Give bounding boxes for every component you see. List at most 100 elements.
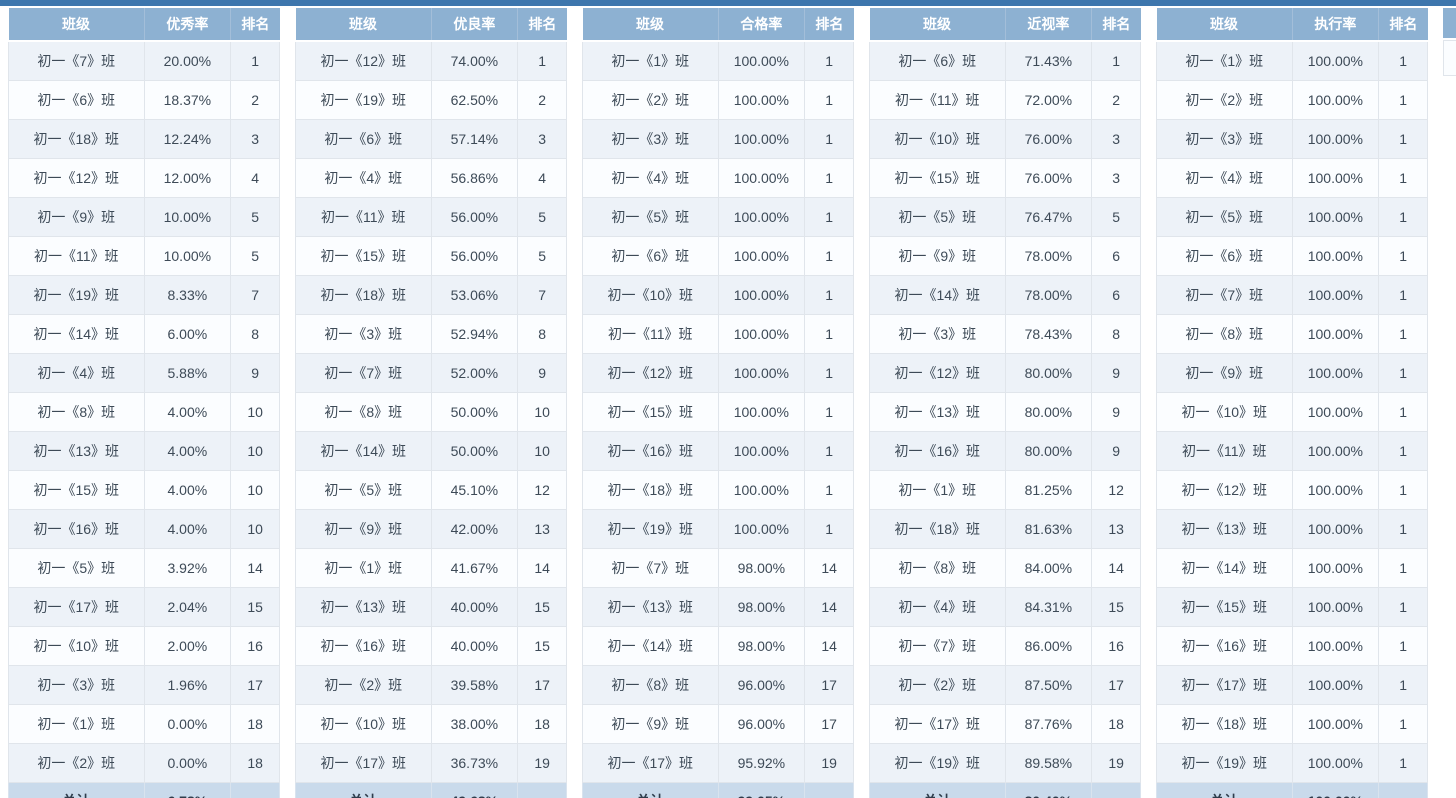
rank-cell: 1 [804,236,854,276]
class-cell: 初一《11》班 [1156,431,1293,471]
value-cell: 100.00% [1291,197,1380,237]
rank-cell: 5 [517,236,567,276]
rank-cell: 15 [517,587,567,627]
rank-cell: 10 [230,392,280,432]
table-row: 初一《5》班 3.92% 14 [8,548,280,588]
value-cell: 98.00% [717,626,806,666]
table-row: 初一《4》班 84.31% 15 [869,587,1141,627]
rank-cell: 17 [230,665,280,705]
table-row: 初一《15》班 100.00% 1 [1156,587,1428,627]
value-cell: 100.00% [717,197,806,237]
total-row: 总计 6.78% [8,782,280,798]
value-cell: 6.00% [143,314,232,354]
value-cell: 74.00% [430,40,519,81]
class-cell: 初一《17》班 [295,743,432,783]
value-cell: 84.00% [1004,548,1093,588]
value-cell: 98.00% [717,548,806,588]
rank-cell: 1 [1378,158,1428,198]
value-cell: 45.10% [430,470,519,510]
class-cell: 初一《18》班 [8,119,145,159]
rank-cell: 5 [230,236,280,276]
value-cell: 78.00% [1004,236,1093,276]
total-label-cell: 总计 [8,782,145,798]
table-row: 初一《5》班 100.00% 1 [582,197,854,237]
value-cell: 5.88% [143,353,232,393]
table-row: 初一《14》班 6.00% 8 [8,314,280,354]
class-cell: 初一《11》班 [582,314,719,354]
value-cell: 100.00% [1291,314,1380,354]
class-column-header: 班级 [8,8,144,42]
rank-cell: 1 [1378,314,1428,354]
value-cell: 0.00% [143,704,232,744]
rank-cell: 9 [230,353,280,393]
total-rank-empty-cell [517,782,567,798]
table-row: 初一《19》班 62.50% 2 [295,80,567,120]
table-row: 初一《8》班 100.00% 1 [1156,314,1428,354]
table-header-row: 班级 近视率 排名 [869,8,1141,42]
class-cell: 初一《5》班 [1156,197,1293,237]
table-row: 初一《8》班 96.00% 17 [582,665,854,705]
class-cell: 初一《10》班 [869,119,1006,159]
class-cell: 初一《5》班 [8,548,145,588]
table-row: 初一《12》班 74.00% 1 [295,40,567,81]
rank-cell: 5 [517,197,567,237]
value-cell: 100.00% [1291,743,1380,783]
value-cell: 84.31% [1004,587,1093,627]
table-row: 初一《3》班 1.96% 17 [8,665,280,705]
value-cell: 86.00% [1004,626,1093,666]
class-cell: 初一《4》班 [869,587,1006,627]
table-row: 初一《15》班 76.00% 3 [869,158,1141,198]
value-cell: 98.00% [717,587,806,627]
rank-cell: 18 [230,743,280,783]
table-row: 初一《2》班 39.58% 17 [295,665,567,705]
partial-table-header [1443,8,1456,40]
metric-column-header: 优良率 [430,8,518,42]
value-cell: 100.00% [717,119,806,159]
rank-table-execution-rate: 班级 执行率 排名 初一《1》班 100.00% 1 初一《2》班 100.00% 1 初一… [1156,8,1428,798]
value-cell: 100.00% [717,470,806,510]
rank-cell: 14 [230,548,280,588]
table-row: 初一《3》班 78.43% 8 [869,314,1141,354]
rank-cell: 6 [1091,275,1141,315]
value-cell: 62.50% [430,80,519,120]
table-row: 初一《15》班 56.00% 5 [295,236,567,276]
table-row: 初一《6》班 71.43% 1 [869,40,1141,81]
total-label-cell: 总计 [1156,782,1293,798]
rank-table-myopia-rate: 班级 近视率 排名 初一《6》班 71.43% 1 初一《11》班 72.00% 2 初一《… [869,8,1141,798]
total-rank-empty-cell [804,782,854,798]
table-row: 初一《3》班 100.00% 1 [1156,119,1428,159]
class-cell: 初一《10》班 [8,626,145,666]
value-cell: 41.67% [430,548,519,588]
value-cell: 80.00% [1004,392,1093,432]
rank-cell: 17 [804,665,854,705]
table-row: 初一《19》班 100.00% 1 [1156,743,1428,783]
class-cell: 初一《2》班 [582,80,719,120]
class-cell: 初一《13》班 [8,431,145,471]
table-row: 初一《10》班 2.00% 16 [8,626,280,666]
rank-cell: 17 [517,665,567,705]
class-cell: 初一《3》班 [1156,119,1293,159]
table-row: 初一《14》班 100.00% 1 [1156,548,1428,588]
total-rank-empty-cell [1091,782,1141,798]
rank-cell: 1 [804,197,854,237]
total-value-cell: 99.05% [717,782,806,798]
value-cell: 12.24% [143,119,232,159]
value-cell: 39.58% [430,665,519,705]
total-value-cell: 6.78% [143,782,232,798]
class-cell: 初一《10》班 [582,275,719,315]
class-cell: 初一《7》班 [295,353,432,393]
class-cell: 初一《8》班 [869,548,1006,588]
class-cell: 初一《2》班 [1156,80,1293,120]
table-row: 初一《6》班 100.00% 1 [582,236,854,276]
table-row: 初一《14》班 78.00% 6 [869,275,1141,315]
value-cell: 100.00% [1291,392,1380,432]
value-cell: 81.25% [1004,470,1093,510]
rank-cell: 1 [1378,704,1428,744]
rank-cell: 1 [804,275,854,315]
class-cell: 初一《4》班 [295,158,432,198]
table-row: 初一《3》班 52.94% 8 [295,314,567,354]
rank-cell: 10 [517,392,567,432]
rank-cell: 3 [517,119,567,159]
rank-cell: 15 [1091,587,1141,627]
